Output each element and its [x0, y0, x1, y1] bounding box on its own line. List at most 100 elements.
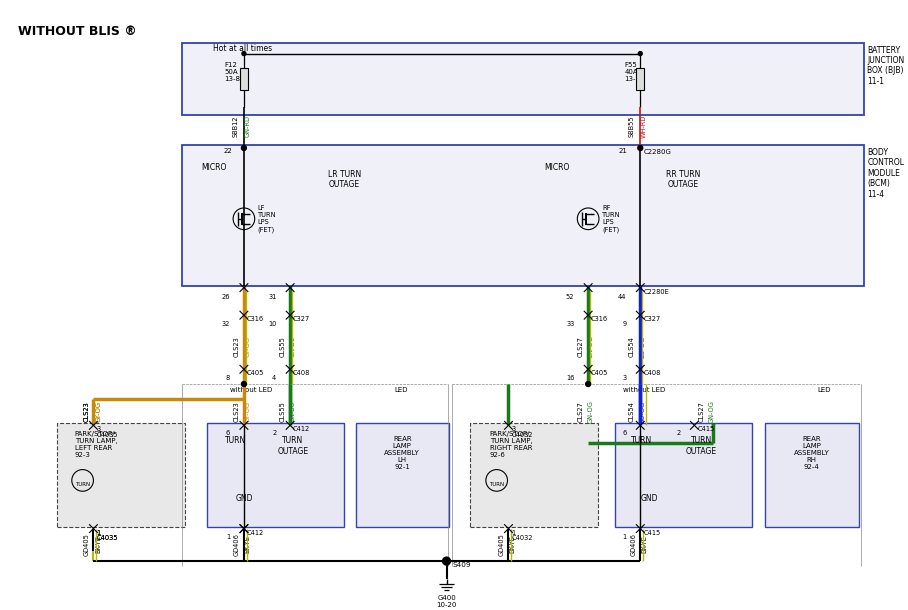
Text: CLS27: CLS27 — [577, 336, 583, 357]
Text: C316: C316 — [247, 316, 264, 322]
Text: C408: C408 — [293, 370, 311, 376]
Text: CLS23: CLS23 — [234, 401, 240, 422]
Text: PARK/STOP/
TURN LAMP,
LEFT REAR
92-3: PARK/STOP/ TURN LAMP, LEFT REAR 92-3 — [74, 431, 117, 458]
Text: REAR
LAMP
ASSEMBLY
RH
92-4: REAR LAMP ASSEMBLY RH 92-4 — [794, 436, 829, 470]
Text: SBB55: SBB55 — [628, 115, 635, 137]
Text: 44: 44 — [618, 293, 627, 300]
Circle shape — [242, 146, 246, 151]
Text: 6: 6 — [226, 430, 230, 436]
Text: 3: 3 — [96, 426, 101, 432]
Text: BK-YE: BK-YE — [95, 536, 102, 553]
Text: F12
50A
13-8: F12 50A 13-8 — [224, 62, 241, 82]
Text: C415: C415 — [643, 529, 660, 536]
Text: BODY
CONTROL
MODULE
(BCM)
11-4: BODY CONTROL MODULE (BCM) 11-4 — [867, 148, 904, 199]
Text: CLS54: CLS54 — [628, 336, 635, 357]
Text: 22: 22 — [223, 148, 232, 154]
Text: C4032: C4032 — [511, 432, 533, 438]
Text: C316: C316 — [591, 316, 608, 322]
Text: C4035: C4035 — [96, 432, 118, 438]
Text: PARK/STOP/
TURN LAMP,
RIGHT REAR
92-6: PARK/STOP/ TURN LAMP, RIGHT REAR 92-6 — [489, 431, 533, 458]
Text: C415: C415 — [697, 426, 715, 432]
Text: CLS54: CLS54 — [628, 401, 635, 422]
Text: C2280E: C2280E — [643, 289, 669, 295]
Text: CLS23: CLS23 — [84, 401, 90, 422]
Text: C405: C405 — [591, 370, 608, 376]
Text: CLS27: CLS27 — [577, 401, 583, 422]
Bar — [212, 428, 340, 521]
Text: RR TURN
OUTAGE: RR TURN OUTAGE — [666, 170, 701, 189]
Bar — [182, 43, 864, 115]
Text: GN-RD: GN-RD — [245, 115, 251, 137]
Text: MICRO: MICRO — [202, 163, 227, 172]
Text: 16: 16 — [566, 375, 575, 381]
Text: 1: 1 — [622, 534, 627, 539]
Text: BK-YE: BK-YE — [641, 536, 647, 553]
Text: 26: 26 — [222, 293, 230, 300]
Text: CLS55: CLS55 — [280, 401, 285, 422]
Bar — [470, 423, 598, 526]
Text: C4032: C4032 — [511, 536, 533, 542]
Text: TURN
OUTAGE: TURN OUTAGE — [278, 436, 309, 456]
Text: 6: 6 — [622, 430, 627, 436]
Text: GY-OG: GY-OG — [95, 401, 102, 422]
Text: 8: 8 — [226, 375, 230, 381]
Text: C327: C327 — [643, 316, 660, 322]
Text: LED: LED — [395, 387, 408, 393]
Text: 1: 1 — [96, 529, 101, 536]
Circle shape — [638, 52, 642, 56]
Text: WITHOUT BLIS ®: WITHOUT BLIS ® — [17, 25, 136, 38]
Text: without LED: without LED — [230, 387, 271, 393]
Bar — [765, 423, 859, 526]
Text: LR TURN
OUTAGE: LR TURN OUTAGE — [328, 170, 360, 189]
Bar — [590, 49, 747, 107]
Text: MICRO: MICRO — [544, 163, 569, 172]
Text: 3: 3 — [622, 375, 627, 381]
Bar — [533, 151, 858, 279]
Text: 10: 10 — [268, 321, 276, 327]
Text: GD406: GD406 — [234, 533, 240, 556]
Text: BK-YE: BK-YE — [509, 536, 516, 553]
Text: G400
10-20: G400 10-20 — [437, 595, 457, 609]
Bar — [261, 156, 509, 269]
Bar — [637, 68, 644, 90]
Text: C405: C405 — [247, 370, 264, 376]
Text: SBB12: SBB12 — [233, 115, 239, 137]
Circle shape — [242, 382, 246, 387]
Text: CLS27: CLS27 — [698, 401, 705, 422]
Text: 33: 33 — [566, 321, 575, 327]
Bar — [189, 151, 517, 279]
Text: TURN
OUTAGE: TURN OUTAGE — [686, 436, 716, 456]
Text: S409: S409 — [452, 562, 471, 568]
Text: 31: 31 — [268, 293, 276, 300]
Text: C412: C412 — [293, 426, 311, 432]
Text: CLS55: CLS55 — [280, 336, 285, 357]
Text: 1: 1 — [96, 529, 101, 536]
Bar — [619, 428, 747, 521]
Text: GD405: GD405 — [498, 533, 505, 556]
Circle shape — [242, 52, 246, 56]
Text: C412: C412 — [247, 529, 264, 536]
Text: LED: LED — [817, 387, 831, 393]
Bar — [189, 49, 346, 107]
Text: C408: C408 — [643, 370, 661, 376]
Text: GY-OG: GY-OG — [95, 401, 102, 422]
Text: 52: 52 — [566, 293, 575, 300]
Text: LF
TURN
LPS
(FET): LF TURN LPS (FET) — [258, 205, 276, 232]
Text: GY-OG: GY-OG — [245, 401, 251, 422]
Text: BU-OG: BU-OG — [639, 336, 646, 358]
Text: RF
TURN
LPS
(FET): RF TURN LPS (FET) — [602, 205, 620, 232]
Text: C2280G: C2280G — [643, 149, 671, 155]
Text: Hot at all times: Hot at all times — [213, 44, 272, 52]
Text: GND: GND — [640, 494, 658, 503]
Text: BATTERY
JUNCTION
BOX (BJB)
11-1: BATTERY JUNCTION BOX (BJB) 11-1 — [867, 46, 904, 86]
Text: GN-OG: GN-OG — [588, 336, 594, 358]
Text: REAR
LAMP
ASSEMBLY
LH
92-1: REAR LAMP ASSEMBLY LH 92-1 — [384, 436, 420, 470]
Text: 1: 1 — [511, 529, 516, 536]
Text: WH-RD: WH-RD — [641, 115, 647, 138]
Text: 2: 2 — [676, 430, 681, 436]
Text: TURN: TURN — [631, 436, 652, 445]
Text: C4035: C4035 — [96, 536, 118, 542]
Circle shape — [586, 382, 590, 387]
Text: CLS23: CLS23 — [234, 336, 240, 357]
Text: GD405: GD405 — [84, 533, 90, 556]
